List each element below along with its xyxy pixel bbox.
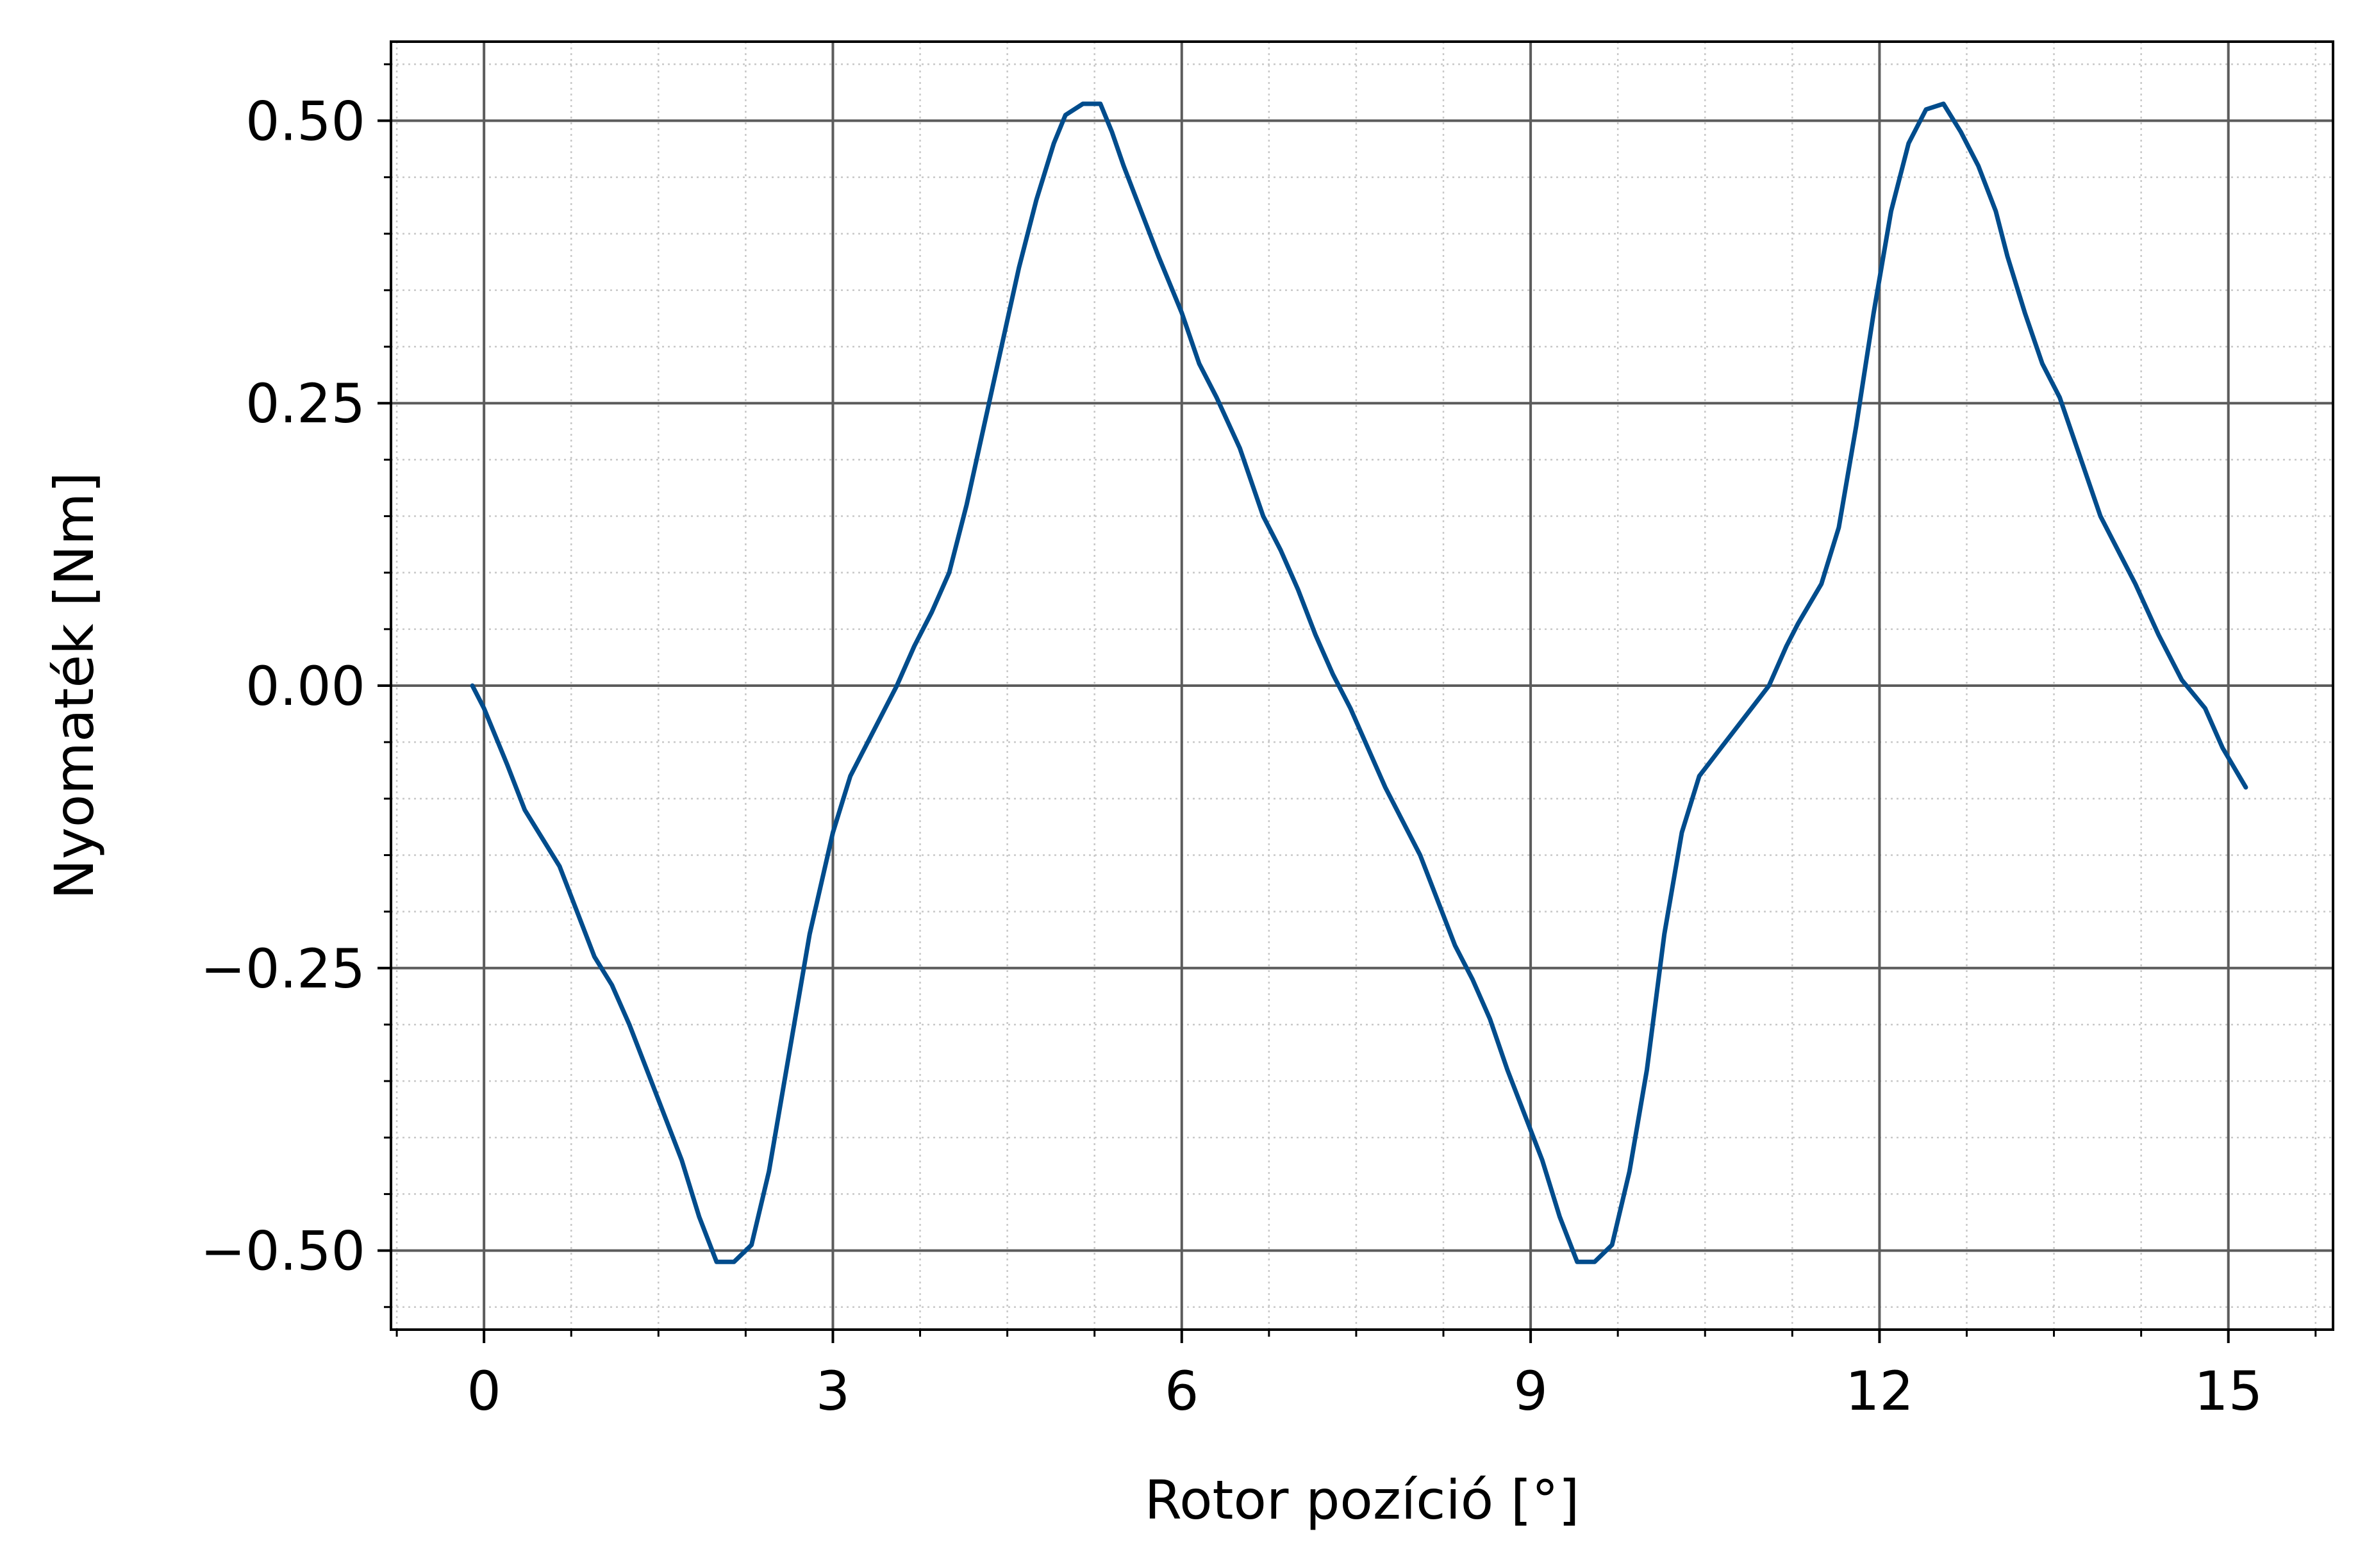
x-tick-label: 9 xyxy=(1513,1360,1547,1423)
y-tick-label: 0.00 xyxy=(245,655,365,718)
torque-series-line xyxy=(470,101,2248,1264)
series-layer xyxy=(470,101,2248,1264)
tick-labels: 0 3 6 9 12 15 −0.50 −0.25 0.00 0.25 0.50 xyxy=(201,90,2263,1423)
major-grid xyxy=(391,42,2333,1330)
y-tick-label: −0.50 xyxy=(201,1220,365,1283)
x-tick-label: 0 xyxy=(467,1360,501,1423)
y-tick-label: 0.50 xyxy=(245,90,365,153)
x-tick-label: 12 xyxy=(1845,1360,1914,1423)
y-axis-label: Nyomaték [Nm] xyxy=(43,472,106,899)
y-tick-label: −0.25 xyxy=(201,937,365,1000)
x-axis-label: Rotor pozíció [°] xyxy=(1145,1469,1580,1531)
x-tick-label: 15 xyxy=(2194,1360,2263,1423)
x-tick-label: 3 xyxy=(816,1360,850,1423)
x-tick-label: 6 xyxy=(1165,1360,1199,1423)
y-tick-label: 0.25 xyxy=(245,372,365,435)
tick-marks xyxy=(378,63,2317,1343)
